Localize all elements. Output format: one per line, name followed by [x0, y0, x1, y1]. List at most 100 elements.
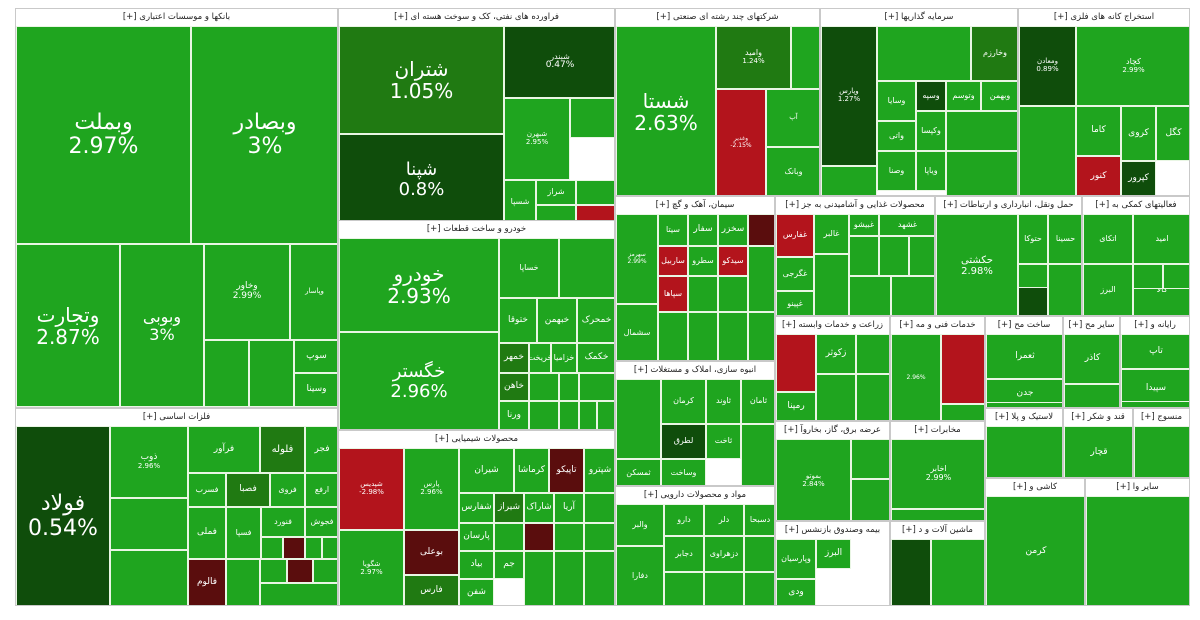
stock-tile[interactable]: ارفع [305, 473, 337, 507]
stock-tile[interactable]: خبهمن [537, 298, 577, 343]
sector-header[interactable]: فعالیتهای کمکی به [+] [1083, 197, 1189, 214]
stock-tile[interactable] [704, 572, 744, 605]
stock-tile[interactable]: کپرور [1121, 161, 1156, 195]
sector-header[interactable]: کاشی و [+] [986, 479, 1084, 496]
sector-block[interactable]: سیمان، آهک و گچ [+] سهرمز 2.99% سیتا سفار سخز… [615, 196, 775, 361]
sector-header[interactable]: شرکتهای چند رشته ای صنعتی [+] [616, 9, 819, 26]
stock-tile[interactable]: والبر [616, 504, 664, 546]
stock-tile[interactable] [748, 246, 774, 312]
stock-tile[interactable] [1048, 264, 1081, 315]
stock-tile[interactable]: غبیشو [849, 214, 879, 236]
stock-tile[interactable]: البرز [816, 539, 851, 569]
stock-tile[interactable] [741, 424, 774, 485]
stock-tile[interactable]: حتوکا [1018, 214, 1048, 264]
stock-tile[interactable] [791, 26, 819, 89]
stock-tile[interactable] [313, 559, 337, 583]
stock-tile[interactable]: وپارس 1.27% [821, 26, 877, 166]
sector-header[interactable]: استخراج کانه های فلزی [+] [1019, 9, 1189, 26]
sector-block[interactable]: منسوج [+] [1133, 408, 1190, 478]
stock-tile[interactable] [287, 559, 313, 583]
stock-tile[interactable]: آپ [766, 89, 819, 147]
sector-block[interactable]: رایانه و [+] تاپ سپیدا [1120, 316, 1190, 408]
stock-tile[interactable]: البرز [1083, 264, 1133, 315]
stock-tile[interactable] [941, 404, 984, 420]
stock-tile[interactable]: دزهراوی [704, 536, 744, 572]
sector-header[interactable]: زراعت و خدمات وابسته [+] [776, 317, 889, 334]
stock-tile[interactable] [597, 401, 614, 429]
stock-tile[interactable]: وبصادر 3% [191, 26, 337, 244]
stock-tile[interactable]: فصبا [226, 473, 270, 507]
stock-tile[interactable]: فجر [305, 426, 337, 473]
stock-tile[interactable]: کروی [1121, 106, 1156, 161]
stock-tile[interactable]: آریا [554, 493, 584, 523]
stock-tile[interactable]: وخاور 2.99% [204, 244, 290, 340]
stock-tile[interactable]: وبملت 2.97% [16, 26, 191, 244]
stock-tile[interactable] [718, 276, 748, 312]
stock-tile[interactable]: ثمسکن [616, 459, 661, 485]
stock-tile[interactable]: واتی [877, 121, 916, 151]
stock-tile[interactable] [110, 550, 188, 605]
sector-block[interactable]: فلزات اساسی [+] فولاد 0.54% ذوب 2.96% فالوم فم… [15, 408, 338, 606]
sector-block[interactable]: بیمه وصندوق بازنشس [+] البرز وپارسیان ودی [775, 521, 890, 606]
stock-tile[interactable] [559, 238, 614, 298]
stock-tile[interactable] [1086, 496, 1189, 605]
stock-tile[interactable]: شیران [459, 448, 514, 493]
sector-block[interactable]: سرمایه گذاریها [+] وپارس 1.27% وخارزم وسپه وس… [820, 8, 1018, 196]
stock-tile[interactable] [986, 402, 1062, 407]
stock-tile[interactable] [283, 537, 305, 559]
stock-tile[interactable]: وپارسیان [776, 539, 816, 579]
stock-tile[interactable] [986, 426, 1062, 477]
stock-tile[interactable]: وپاسار [290, 244, 337, 340]
stock-tile[interactable] [821, 166, 877, 195]
stock-tile[interactable]: ثاخت [706, 424, 741, 459]
stock-tile[interactable]: شراز [536, 180, 576, 205]
sector-header[interactable]: ماشین آلات و د [+] [891, 522, 984, 539]
stock-tile[interactable] [249, 340, 294, 407]
stock-tile[interactable] [559, 373, 579, 401]
stock-tile[interactable] [1121, 401, 1189, 407]
stock-tile[interactable] [744, 536, 774, 572]
stock-tile[interactable]: ودی [776, 579, 816, 605]
stock-tile[interactable]: غشهد [879, 214, 934, 236]
stock-tile[interactable]: حسینا [1048, 214, 1081, 264]
stock-tile[interactable]: خزامیا [551, 343, 577, 373]
stock-tile[interactable]: ومعادن 0.89% [1019, 26, 1076, 106]
stock-tile[interactable]: کرمان [661, 379, 706, 424]
stock-tile[interactable] [1134, 426, 1189, 477]
stock-tile[interactable]: کرماشا [514, 448, 549, 493]
sector-block[interactable]: شرکتهای چند رشته ای صنعتی [+] شستا 2.63% وا… [615, 8, 820, 196]
stock-tile[interactable] [664, 572, 704, 605]
stock-tile[interactable]: کچاد 2.99% [1076, 26, 1189, 106]
stock-tile[interactable] [879, 236, 909, 276]
stock-tile[interactable]: ثعمرا [986, 334, 1062, 379]
stock-tile[interactable] [748, 312, 774, 360]
stock-tile[interactable]: دجابر [664, 536, 704, 572]
stock-tile[interactable]: شاراک [524, 493, 554, 523]
sector-block[interactable]: زراعت و خدمات وابسته [+] زکوثر رمپنا [775, 316, 890, 421]
sector-header[interactable]: حمل ونقل، انبارداری و ارتباطات [+] [936, 197, 1081, 214]
stock-tile[interactable]: سیدکو [718, 246, 748, 276]
stock-tile[interactable] [524, 523, 554, 551]
stock-tile[interactable] [891, 276, 934, 315]
sector-block[interactable]: ساخت مح [+] ثعمرا جدن [985, 316, 1063, 408]
stock-tile[interactable] [816, 374, 856, 420]
stock-tile[interactable] [260, 583, 337, 605]
stock-tile[interactable] [260, 559, 287, 583]
sector-block[interactable]: قند و شکر [+] قچار [1063, 408, 1133, 478]
stock-tile[interactable]: شیراز [494, 493, 524, 523]
stock-tile[interactable]: سپاها [658, 276, 688, 312]
sector-block[interactable]: محصولات غذایی و آشامیدنی به جز [+] غفارس غ… [775, 196, 935, 316]
stock-tile[interactable]: قچار [1064, 426, 1132, 477]
sector-header[interactable]: فراورده های نفتی، کک و سوخت هسته ای [+] [339, 9, 614, 26]
stock-tile[interactable] [856, 374, 889, 420]
stock-tile[interactable] [584, 493, 614, 523]
stock-tile[interactable]: فسرب [188, 473, 226, 507]
sector-block[interactable]: استخراج کانه های فلزی [+] ومعادن 0.89% کچاد… [1018, 8, 1190, 196]
stock-tile[interactable] [909, 236, 934, 276]
stock-tile[interactable]: بیاد [459, 551, 494, 579]
stock-tile[interactable]: اخابر 2.99% [891, 439, 984, 509]
stock-tile[interactable] [322, 537, 337, 559]
stock-tile[interactable] [946, 111, 1017, 151]
stock-tile[interactable]: وکپسا [916, 111, 946, 151]
stock-tile[interactable]: ذوب 2.96% [110, 426, 188, 498]
